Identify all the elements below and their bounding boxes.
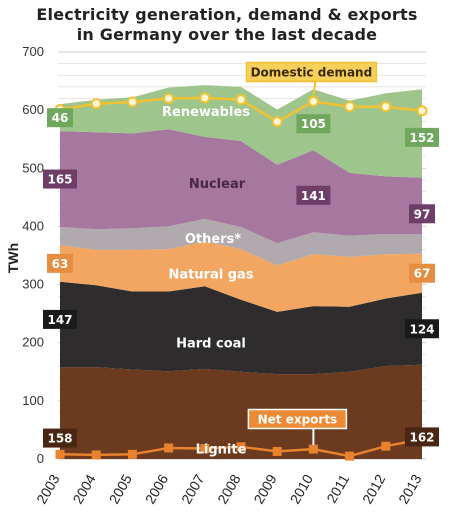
y-tick-label: 300 — [22, 277, 44, 292]
exports-point — [164, 443, 174, 453]
gas-value-start-box — [47, 253, 73, 273]
hardcoal-value-start: 147 — [47, 313, 72, 327]
chart-title-line2: in Germany over the last decade — [76, 25, 378, 44]
gas-value-end-box — [409, 263, 435, 283]
hardcoal-value-start-box — [43, 309, 77, 329]
gas-value-start: 63 — [52, 257, 69, 271]
demand-series-label: Domestic demand — [251, 66, 373, 80]
demand-point — [416, 105, 428, 117]
gas-value-end: 67 — [414, 267, 431, 281]
exports-series-label: Net exports — [258, 413, 338, 427]
y-tick-label: 500 — [22, 160, 44, 175]
hardcoal-value-end: 124 — [409, 322, 434, 336]
x-tick-label: 2006 — [142, 471, 172, 506]
label-layer: 158 162 147 124 63 67 165 141 97 46 105 152 Lignite H… — [43, 61, 439, 457]
lignite-value-start-box — [43, 428, 77, 448]
nuclear-series-label: Nuclear — [189, 177, 246, 192]
area-hard-coal — [60, 281, 422, 375]
lignite-value-end: 162 — [409, 430, 434, 444]
x-tick-label: 2005 — [106, 471, 136, 506]
nuclear-value-mid-box — [296, 185, 331, 205]
nuclear-value-end-box — [409, 204, 435, 224]
exports-point — [381, 441, 391, 451]
area-layer — [60, 85, 422, 459]
area-lignite — [60, 364, 422, 459]
renewables-value-start-box — [47, 108, 73, 128]
lignite-value-end-box — [405, 427, 439, 447]
demand-point — [380, 101, 392, 113]
renewables-value-end-box — [405, 127, 439, 147]
exports-point — [200, 444, 210, 454]
y-tick-label: 700 — [22, 44, 44, 59]
area-nuclear — [60, 129, 422, 244]
area-others — [60, 218, 422, 266]
area-renewables — [60, 85, 422, 178]
gas-series-label: Natural gas — [168, 267, 253, 282]
exports-point — [55, 449, 65, 459]
exports-point — [272, 446, 282, 456]
renewables-series-label: Renewables — [162, 105, 250, 120]
renewables-value-start: 46 — [52, 111, 69, 125]
y-axis-label: TWh — [5, 243, 21, 273]
y-tick-label: 0 — [37, 451, 44, 466]
demand-point — [235, 94, 247, 106]
renewables-value-mid: 105 — [301, 117, 326, 131]
x-tick-label: 2012 — [359, 471, 389, 506]
x-tick-label: 2010 — [287, 471, 317, 506]
x-tick-label: 2013 — [395, 471, 425, 506]
hardcoal-series-label: Hard coal — [176, 337, 246, 352]
x-tick-label: 2003 — [33, 471, 63, 506]
demand-point — [126, 96, 138, 108]
exports-point — [308, 444, 318, 454]
x-tick-label: 2008 — [214, 471, 244, 506]
demand-callout-line — [312, 80, 317, 98]
area-natural-gas — [60, 241, 422, 312]
demand-series-label-box — [245, 61, 378, 83]
exports-point — [345, 451, 355, 461]
renewables-value-end: 152 — [409, 131, 434, 145]
chart-title-line1: Electricity generation, demand & exports — [36, 5, 418, 24]
demand-point — [307, 95, 319, 107]
x-tick-label: 2007 — [178, 471, 208, 506]
exports-point — [91, 450, 101, 460]
demand-point — [163, 93, 175, 105]
x-tick-label: 2011 — [323, 471, 352, 505]
renewables-value-mid-box — [296, 114, 331, 134]
demand-point — [199, 92, 211, 104]
x-tick-label: 2004 — [69, 471, 99, 506]
nuclear-value-mid: 141 — [301, 189, 326, 203]
exports-series-label-box — [247, 408, 348, 430]
demand-point — [344, 101, 356, 113]
nuclear-value-start: 165 — [47, 173, 72, 187]
line-layer — [54, 92, 428, 461]
exports-point — [127, 449, 137, 459]
nuclear-value-start-box — [43, 169, 77, 189]
demand-point — [90, 98, 102, 110]
lignite-series-label: Lignite — [196, 442, 247, 457]
others-series-label: Others* — [185, 232, 241, 247]
y-tick-label: 600 — [22, 102, 44, 117]
y-tick-label: 100 — [22, 393, 44, 408]
y-tick-label: 400 — [22, 218, 44, 233]
exports-point — [236, 442, 246, 452]
nuclear-value-end: 97 — [414, 207, 431, 221]
hardcoal-value-end-box — [405, 319, 439, 339]
x-tick-label: 2009 — [250, 471, 280, 506]
lignite-value-start: 158 — [47, 432, 72, 446]
demand-point — [271, 116, 283, 128]
y-tick-label: 200 — [22, 335, 44, 350]
